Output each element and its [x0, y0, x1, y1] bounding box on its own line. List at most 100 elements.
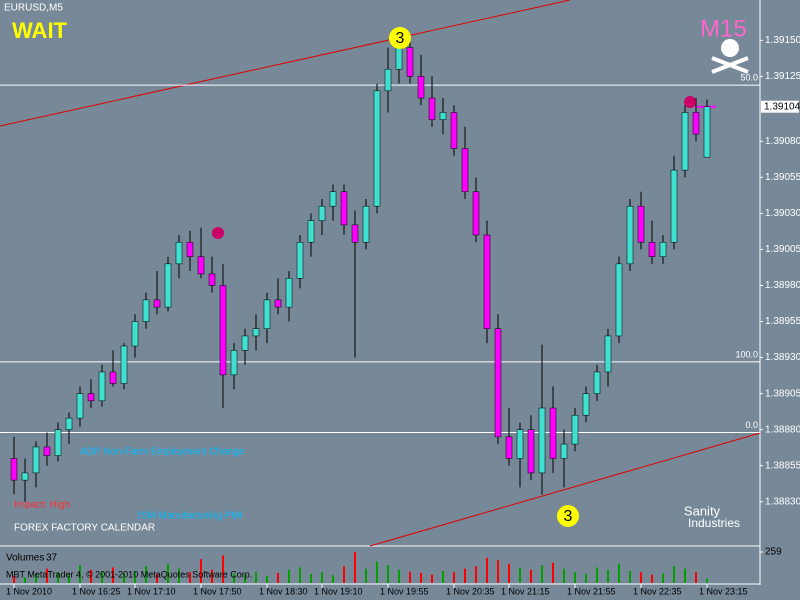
candle-body [604, 335, 612, 373]
level-label: 100.0 [735, 349, 758, 359]
x-tick-label: 1 Nov 19:55 [380, 586, 429, 596]
candle-body [186, 241, 194, 257]
candle-body [406, 47, 414, 77]
candle-body [318, 205, 326, 221]
candle-body [505, 436, 513, 459]
y-tick-label: 1.38955 [765, 316, 800, 327]
skull [711, 39, 749, 74]
candle-body [461, 148, 469, 193]
volume-tick-label: 259 [765, 547, 782, 558]
candle-body [21, 472, 29, 481]
candle-body [692, 112, 700, 135]
candle-body [648, 241, 656, 257]
y-tick-label: 1.39080 [765, 136, 800, 147]
candle-body [307, 220, 315, 243]
y-tick-label: 1.38930 [765, 352, 800, 363]
current-price-box [761, 100, 799, 113]
candle-body [164, 263, 172, 308]
pivot-marker [684, 96, 696, 108]
candle-body [516, 429, 524, 459]
y-tick-label: 1.39005 [765, 244, 800, 255]
candle-body [659, 241, 667, 257]
candle-body [54, 429, 62, 456]
volume-title: Volumes [6, 553, 44, 564]
symbol: EURUSD,M5 [4, 3, 63, 14]
candle-body [384, 68, 392, 92]
y-tick-label: 1.38980 [765, 280, 800, 291]
trendline [0, 0, 571, 127]
candle-body [681, 112, 689, 171]
x-tick-label: 1 Nov 20:35 [446, 586, 495, 596]
candle-body [483, 234, 491, 329]
y-tick-label: 1.39055 [765, 172, 800, 183]
timeframe-badge: M15 [700, 15, 747, 42]
candle-body [373, 90, 381, 207]
x-tick-label: 1 Nov 22:35 [633, 586, 682, 596]
candle-body [472, 191, 480, 236]
candle-body [538, 407, 546, 474]
candle-body [296, 241, 304, 279]
candle-body [593, 371, 601, 394]
calendar-text: FOREX FACTORY CALENDAR [14, 523, 155, 534]
level-label: 50.0 [740, 72, 758, 82]
candle-body [285, 278, 293, 308]
candle-body [494, 328, 502, 438]
candle-body [219, 285, 227, 376]
y-tick-label: 1.38855 [765, 460, 800, 471]
candle-body [450, 112, 458, 149]
candle-body [208, 273, 216, 286]
candle-body [175, 241, 183, 265]
marker-label: 3 [564, 508, 573, 525]
y-tick-label: 1.38830 [765, 496, 800, 507]
marker-circle [389, 27, 411, 49]
candle-body [428, 97, 436, 120]
calendar-text: ADP Non-Farm Employment Change [80, 447, 245, 458]
candle-body [87, 393, 95, 402]
candle-body [560, 443, 568, 459]
volume-current: 37 [46, 553, 58, 564]
candle-body [230, 350, 238, 376]
candle-body [65, 417, 73, 430]
x-tick-label: 1 Nov 17:10 [127, 586, 176, 596]
candle-body [241, 335, 249, 351]
candle-body [340, 191, 348, 226]
candle-body [637, 205, 645, 243]
candle-body [395, 47, 403, 70]
pivot-marker [212, 227, 224, 239]
candle-body [263, 299, 271, 329]
y-tick-label: 1.39030 [765, 208, 800, 219]
x-tick-label: 1 Nov 21:15 [501, 586, 550, 596]
x-tick-label: 1 Nov 2010 [6, 586, 52, 596]
marker-circle [557, 505, 579, 527]
candle-body [615, 263, 623, 337]
x-tick-label: 1 Nov 16:25 [72, 586, 121, 596]
y-tick-label: 1.39125 [765, 71, 800, 82]
candle-body [252, 328, 260, 337]
x-tick-label: 1 Nov 21:55 [567, 586, 616, 596]
brand: Sanity [684, 503, 721, 518]
candle-body [197, 256, 205, 275]
current-price-label: 1.39104 [764, 101, 800, 112]
candle-body [362, 205, 370, 243]
candle-body [626, 205, 634, 265]
candle-body [329, 191, 337, 207]
candle-body [32, 446, 40, 474]
candle-body [10, 458, 18, 481]
candle-body [142, 299, 150, 322]
x-tick-label: 1 Nov 19:10 [314, 586, 363, 596]
candle-body [582, 393, 590, 416]
marker-label: 3 [396, 30, 405, 47]
candle-body [109, 371, 117, 384]
candle-body [131, 321, 139, 347]
candle-body [527, 429, 535, 474]
x-tick-label: 1 Nov 18:30 [259, 586, 308, 596]
trendline [369, 432, 761, 547]
candle-body [417, 76, 425, 99]
candle-body [703, 106, 711, 158]
plot: 1.39150 1.39125 1.39080 1.39055 1.39030 1.390… [0, 35, 800, 596]
candle-body [43, 446, 51, 456]
candle-body [153, 299, 161, 308]
candle-body [549, 407, 557, 459]
candle-body [670, 169, 678, 243]
